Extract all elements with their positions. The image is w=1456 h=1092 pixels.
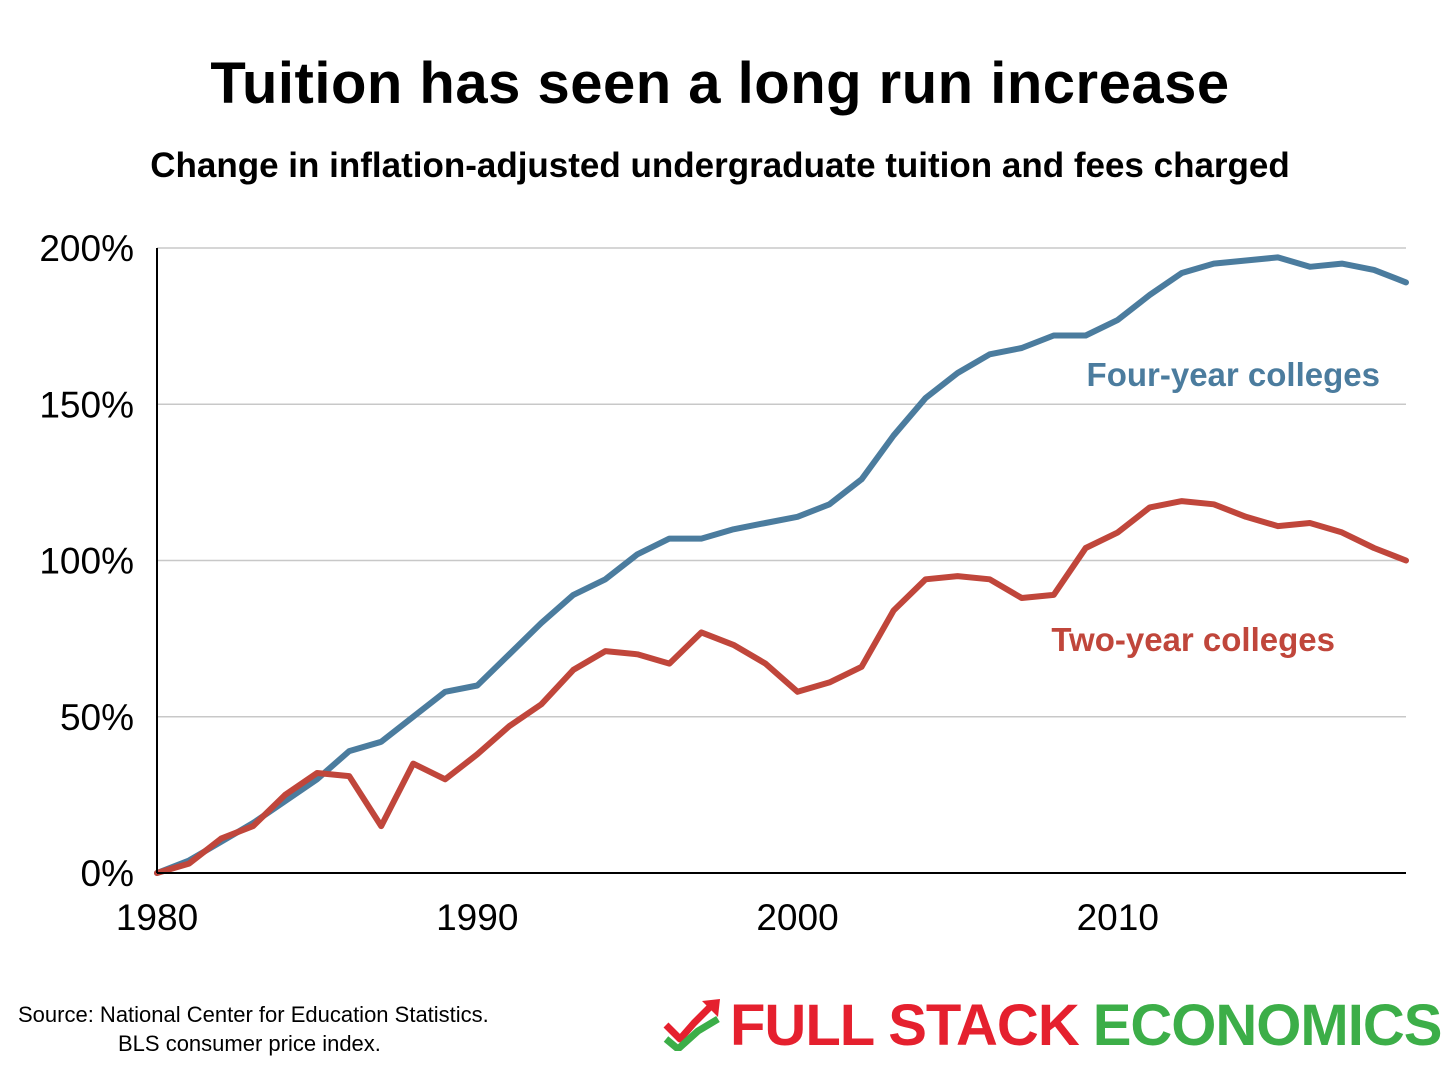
y-tick-label: 150% bbox=[39, 384, 134, 425]
x-tick-label: 2010 bbox=[1077, 897, 1159, 938]
logo-word-full-stack: FULL STACK bbox=[730, 992, 1080, 1058]
source-note: Source: National Center for Education St… bbox=[18, 1000, 489, 1058]
series-labels: Four-year colleges Two-year colleges bbox=[1051, 356, 1380, 658]
series-label-two-year: Two-year colleges bbox=[1051, 621, 1335, 658]
x-tick-label: 1990 bbox=[436, 897, 518, 938]
trend-arrow-icon bbox=[663, 999, 720, 1051]
chart-title: Tuition has seen a long run increase bbox=[210, 51, 1230, 116]
y-tick-label: 100% bbox=[39, 541, 134, 582]
logo-word-economics: ECONOMICS bbox=[1092, 992, 1443, 1058]
x-tick-label: 2000 bbox=[756, 897, 838, 938]
series-line-two-year bbox=[154, 498, 1409, 876]
y-tick-label: 200% bbox=[39, 228, 134, 269]
y-tick-label: 50% bbox=[60, 697, 134, 738]
axes bbox=[156, 248, 1406, 874]
series-label-four-year: Four-year colleges bbox=[1087, 356, 1380, 393]
x-axis-tick-labels: 1980 1990 2000 2010 bbox=[116, 897, 1159, 938]
source-line-2: BLS consumer price index. bbox=[118, 1031, 381, 1056]
y-tick-label: 0% bbox=[81, 853, 134, 894]
series-lines bbox=[154, 254, 1409, 876]
y-axis-tick-labels: 0% 50% 100% 150% 200% bbox=[39, 228, 134, 894]
chart-subtitle: Change in inflation-adjusted undergradua… bbox=[150, 146, 1290, 185]
x-tick-label: 1980 bbox=[116, 897, 198, 938]
brand-logo: FULL STACK ECONOMICS bbox=[662, 990, 1443, 1060]
gridlines bbox=[157, 247, 1406, 718]
series-line-four-year bbox=[154, 254, 1409, 876]
line-chart: 0% 50% 100% 150% 200% 1980 1990 2000 2010 Four-… bbox=[39, 228, 1409, 938]
source-line-1: Source: National Center for Education St… bbox=[18, 1002, 489, 1027]
